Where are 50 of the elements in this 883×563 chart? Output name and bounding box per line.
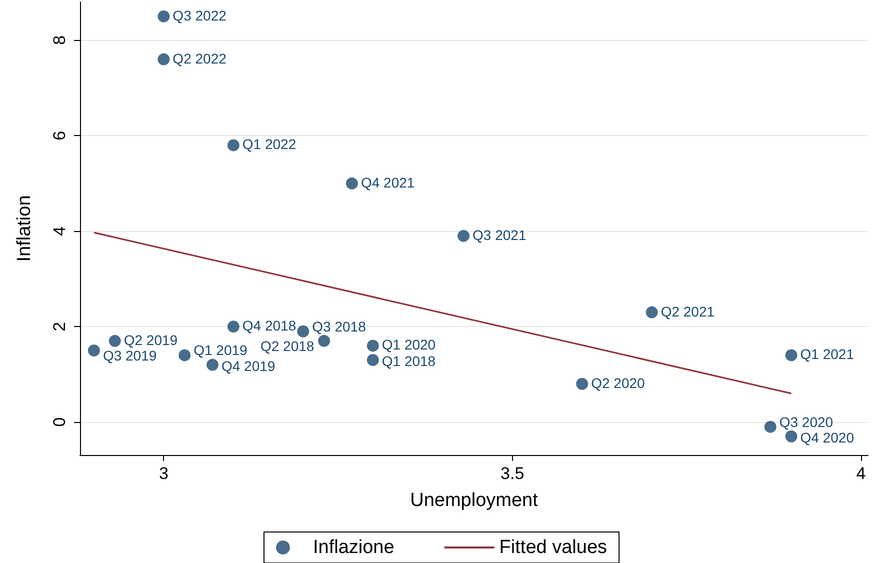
annotation: Q1 2022 [242,136,296,152]
point [576,378,588,390]
point [318,334,330,347]
y-tick-label: 8 [50,35,69,45]
annotation: Q2 2022 [172,50,227,66]
annotation: Q1 2020 [382,336,436,353]
annotation: Q4 2021 [360,174,415,190]
annotation: Q2 2018 [260,338,314,354]
point [785,430,798,442]
annotation: Q2 2020 [591,374,646,391]
point [646,306,658,318]
annotation: Q3 2021 [472,226,526,243]
annotation: Q1 2019 [194,342,248,358]
annotation: Q4 2020 [800,429,854,446]
point [785,349,798,362]
annotation: Q2 2021 [660,303,715,320]
point [227,139,240,152]
point [206,358,218,371]
point [764,420,776,433]
point [88,344,100,356]
point [366,354,379,366]
point [346,177,358,190]
annotation: Q3 2020 [779,414,834,430]
y-tick-label: 4 [50,226,69,236]
point [158,10,170,22]
annotation: Q4 2018 [242,318,296,334]
point [458,230,470,242]
x-tick-label: 3.5 [500,464,524,483]
legend-label: Fitted values [499,537,608,558]
annotation: Q2 2019 [124,332,178,348]
annotation: Q1 2021 [800,346,854,362]
y-tick-label: 0 [50,417,69,427]
annotation: Q3 2018 [312,318,366,334]
annotation: Q3 2019 [102,347,157,364]
annotation: Q1 2018 [382,353,436,370]
point [227,320,240,333]
point [366,340,379,352]
point [297,325,310,338]
point [178,349,191,362]
annotation: Q3 2022 [172,7,227,24]
y-tick-label: 2 [50,322,69,332]
y-axis-title: Inflation [14,195,35,262]
legend-label: Inflazione [312,537,394,558]
x-axis-title: Unemployment [410,490,539,511]
annotation: Q4 2019 [221,358,276,374]
point [158,53,170,66]
point [108,334,121,347]
y-tick-label: 6 [50,130,69,140]
x-tick-label: 4 [856,464,866,483]
x-tick-label: 3 [158,464,168,483]
